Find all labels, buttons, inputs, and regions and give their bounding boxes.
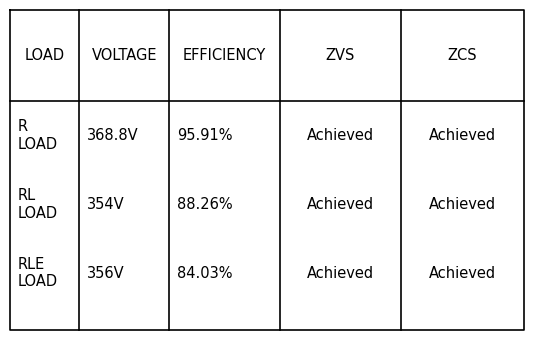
Text: Achieved: Achieved [307,266,374,281]
Text: ZCS: ZCS [447,48,477,63]
Text: Achieved: Achieved [307,128,374,143]
Text: 354V: 354V [88,197,125,212]
Text: 88.26%: 88.26% [177,197,233,212]
Text: EFFICIENCY: EFFICIENCY [183,48,266,63]
Text: Achieved: Achieved [307,197,374,212]
Text: 84.03%: 84.03% [177,266,233,281]
Text: 356V: 356V [88,266,125,281]
Text: 368.8V: 368.8V [88,128,139,143]
Text: Achieved: Achieved [429,197,496,212]
Text: RL
LOAD: RL LOAD [18,188,58,221]
Text: VOLTAGE: VOLTAGE [92,48,157,63]
Text: Achieved: Achieved [429,128,496,143]
Text: RLE
LOAD: RLE LOAD [18,257,58,289]
Text: LOAD: LOAD [25,48,65,63]
Text: 95.91%: 95.91% [177,128,233,143]
Text: ZVS: ZVS [326,48,355,63]
Text: Achieved: Achieved [429,266,496,281]
Text: R
LOAD: R LOAD [18,119,58,152]
